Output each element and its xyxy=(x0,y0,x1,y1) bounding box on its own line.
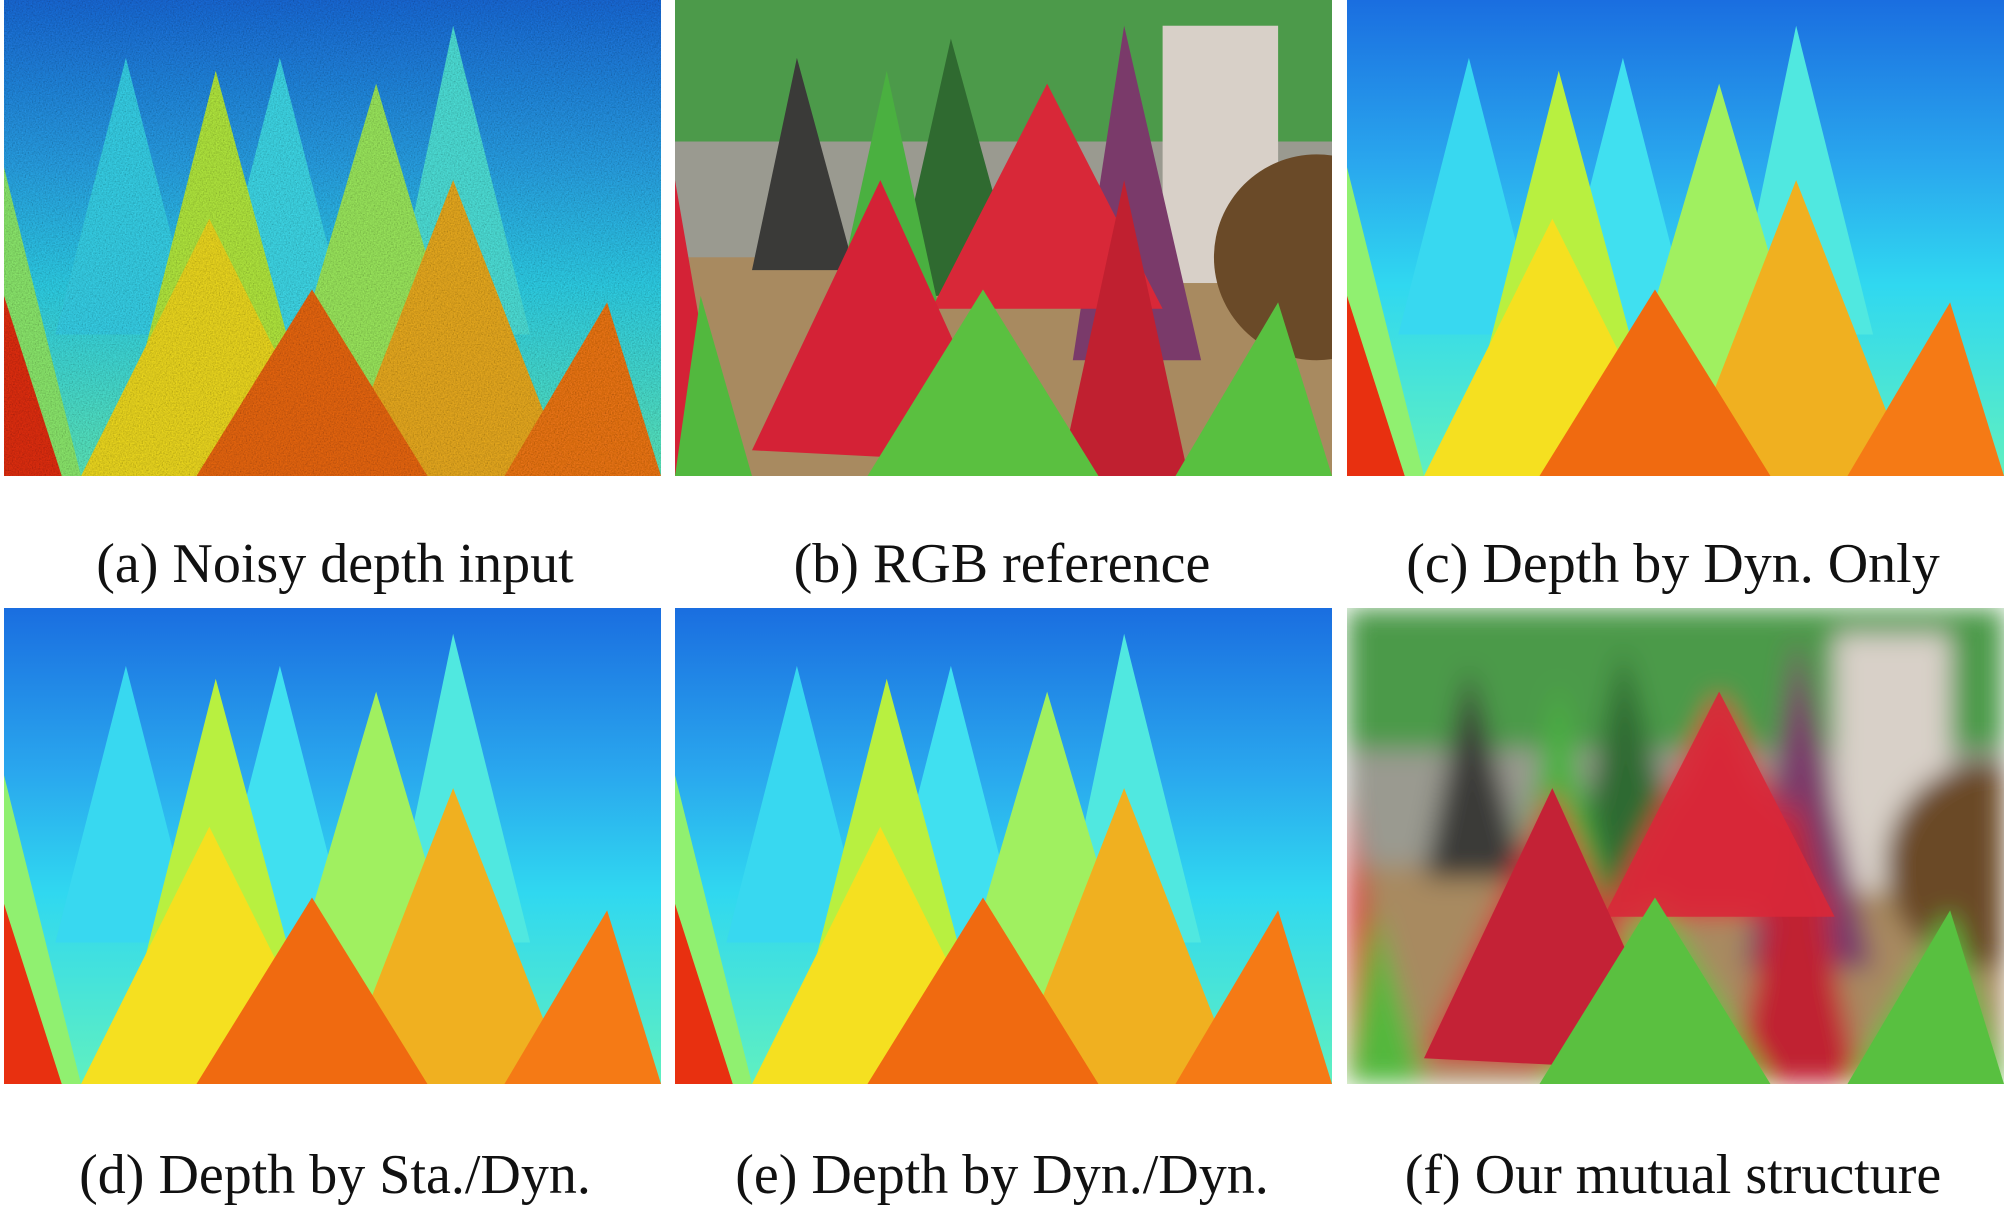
noisy-depth-image xyxy=(4,0,661,476)
mutual-structure-image xyxy=(1347,608,2004,1084)
caption: (c) Depth by Dyn. Only xyxy=(1406,533,1940,595)
depth-dyn-dyn-image xyxy=(675,608,1332,1084)
depth-sta-dyn-image xyxy=(4,608,661,1084)
caption: (b) RGB reference xyxy=(793,533,1211,595)
caption: (d) Depth by Sta./Dyn. xyxy=(79,1144,591,1206)
caption: (a) Noisy depth input xyxy=(96,533,574,595)
rgb-image xyxy=(675,0,1332,476)
depth-dyn-image xyxy=(1347,0,2004,476)
caption: (e) Depth by Dyn./Dyn. xyxy=(735,1144,1269,1206)
caption: (f) Our mutual structure xyxy=(1404,1144,1942,1206)
